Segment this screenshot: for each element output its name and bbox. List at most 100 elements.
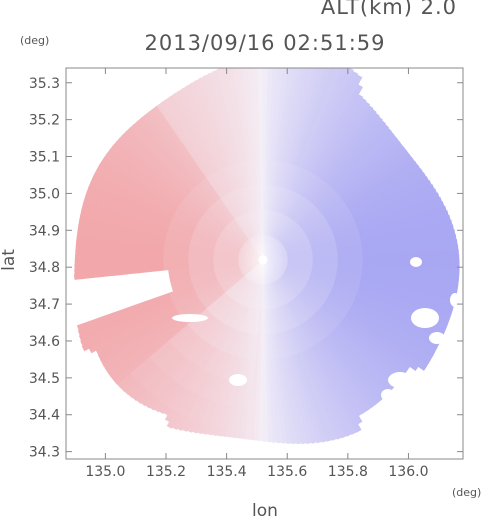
velocity-cell xyxy=(87,259,114,265)
plot-frame xyxy=(65,67,464,460)
velocity-cell xyxy=(361,105,374,119)
velocity-cell xyxy=(341,74,363,107)
velocity-cell xyxy=(262,68,269,86)
velocity-cell xyxy=(258,84,264,111)
x-tick-label: 135.8 xyxy=(328,464,368,480)
velocity-cell xyxy=(262,334,266,361)
y-tick-label: 34.4 xyxy=(29,408,60,424)
velocity-cell xyxy=(271,433,278,443)
velocity-cell xyxy=(404,358,419,372)
velocity-cell xyxy=(162,259,189,263)
velocity-cell xyxy=(166,410,180,429)
no-echo-gap xyxy=(388,372,412,388)
velocity-cell xyxy=(299,429,308,445)
velocity-cell xyxy=(276,433,283,444)
velocity-cell xyxy=(262,434,269,442)
x-axis-title: lon xyxy=(252,501,278,521)
velocity-cell xyxy=(74,259,89,266)
velocity-cell xyxy=(376,120,387,131)
y-tick-label: 35.0 xyxy=(29,186,60,202)
velocity-cell xyxy=(164,408,176,423)
velocity-cell xyxy=(262,384,268,411)
velocity-cell xyxy=(365,108,377,122)
velocity-cell xyxy=(316,424,328,443)
velocity-cell xyxy=(78,326,104,342)
velocity-cell xyxy=(221,68,232,89)
velocity-cell xyxy=(346,410,362,433)
velocity-cell xyxy=(386,131,395,140)
velocity-cell xyxy=(74,264,89,271)
x-tick-label: 136.0 xyxy=(388,464,428,480)
velocity-cell xyxy=(242,68,250,87)
velocity-cell xyxy=(325,421,338,441)
velocity-cell xyxy=(341,413,357,435)
y-unit-label: (deg) xyxy=(20,34,49,47)
velocity-cell xyxy=(290,431,298,445)
velocity-cell xyxy=(137,259,164,264)
velocity-cell xyxy=(329,68,349,101)
velocity-cell xyxy=(372,116,383,128)
velocity-cell xyxy=(369,112,380,125)
velocity-cell xyxy=(303,68,315,92)
axis-ticks: 135.0 135.2 135.4 135.6 135.8 136.0 34.3 34.4 34… xyxy=(29,68,463,480)
x-tick-label: 135.6 xyxy=(267,464,307,480)
y-tick-label: 34.9 xyxy=(29,223,60,239)
velocity-cell xyxy=(252,68,259,86)
velocity-cell xyxy=(262,359,267,386)
velocity-cell xyxy=(80,330,106,347)
x-tick-label: 135.0 xyxy=(85,464,125,480)
velocity-cell xyxy=(382,127,392,137)
velocity-cell xyxy=(437,259,460,266)
y-tick-label: 35.1 xyxy=(29,150,60,166)
velocity-cell xyxy=(307,427,318,444)
velocity-cell xyxy=(321,422,333,442)
velocity-cell xyxy=(437,249,459,256)
no-echo-gap xyxy=(450,293,460,307)
altitude-label: ALT(km) 2.0 xyxy=(321,0,457,19)
velocity-cell xyxy=(262,409,268,436)
velocity-cell xyxy=(379,123,390,134)
velocity-cell xyxy=(102,354,120,369)
radar-site-marker xyxy=(258,255,268,265)
velocity-cell xyxy=(350,93,364,112)
velocity-cell xyxy=(285,432,293,444)
velocity-cell xyxy=(74,254,89,261)
velocity-cell xyxy=(303,428,313,445)
velocity-cell xyxy=(248,433,255,441)
velocity-cell xyxy=(257,68,264,86)
velocity-cell xyxy=(294,68,305,89)
velocity-cell xyxy=(333,68,354,103)
velocity-cell xyxy=(337,256,364,261)
velocity-cell xyxy=(346,84,364,109)
velocity-cell xyxy=(337,70,359,105)
velocity-cell xyxy=(76,317,100,331)
x-tick-label: 135.4 xyxy=(207,464,247,480)
y-tick-label: 34.8 xyxy=(29,260,60,276)
velocity-cell xyxy=(74,268,89,275)
velocity-cell xyxy=(329,419,343,440)
velocity-cell xyxy=(259,134,264,161)
velocity-cell xyxy=(97,346,115,360)
no-echo-gap xyxy=(429,332,445,344)
velocity-cell xyxy=(307,68,321,93)
velocity-cell xyxy=(112,259,139,265)
velocity-cell xyxy=(227,68,236,89)
velocity-cell xyxy=(280,432,288,444)
y-tick-label: 35.2 xyxy=(29,113,60,129)
velocity-cell xyxy=(237,68,246,87)
velocity-cell xyxy=(73,273,90,280)
velocity-cell xyxy=(267,434,273,443)
velocity-cell xyxy=(290,68,299,89)
velocity-cell xyxy=(312,425,323,444)
velocity-cell xyxy=(387,255,414,261)
velocity-cell xyxy=(333,417,348,439)
velocity-cell xyxy=(258,109,264,136)
no-echo-gap xyxy=(172,314,208,322)
y-tick-label: 34.5 xyxy=(29,371,60,387)
y-axis-title: lat xyxy=(0,249,19,271)
x-tick-label: 135.2 xyxy=(146,464,186,480)
doppler-velocity-field xyxy=(73,68,460,445)
y-tick-label: 34.6 xyxy=(29,334,60,350)
velocity-cell xyxy=(271,68,279,86)
